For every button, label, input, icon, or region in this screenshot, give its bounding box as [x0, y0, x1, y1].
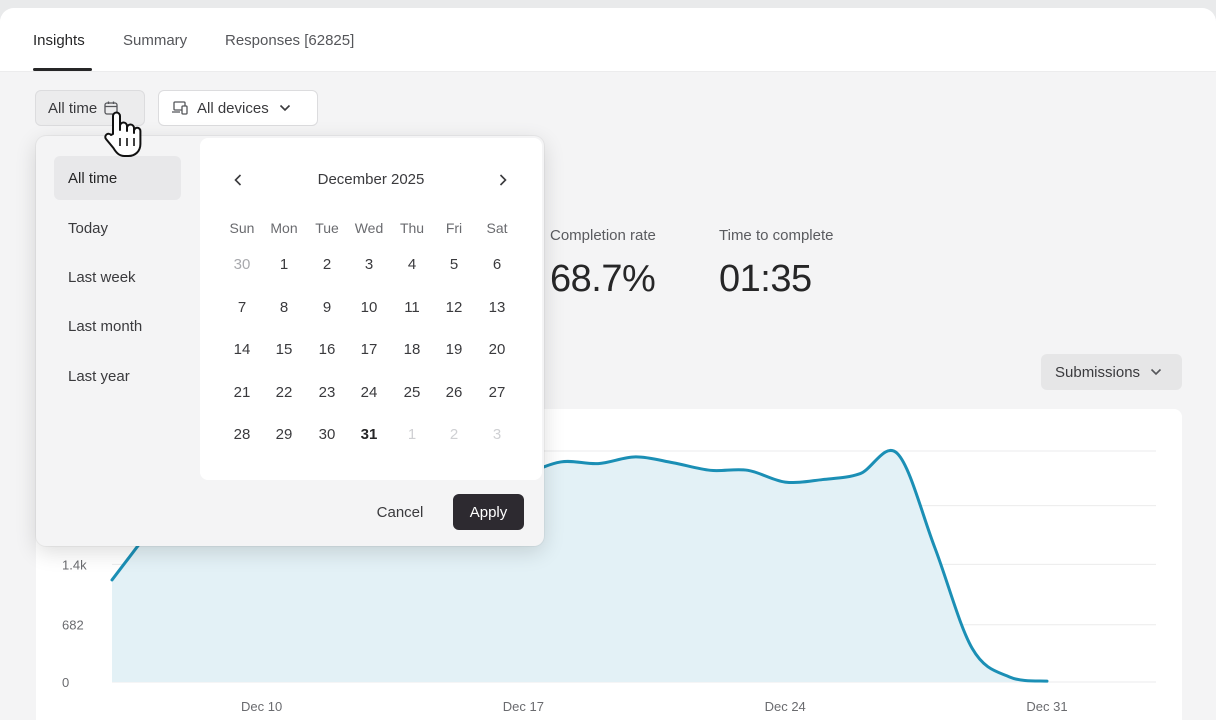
calendar-day[interactable]: 2 — [449, 426, 459, 443]
chevron-right-icon — [499, 174, 507, 186]
calendar-month-title: December 2025 — [317, 171, 425, 188]
date-range-label: All time — [48, 99, 98, 117]
calendar-day[interactable]: 26 — [445, 383, 463, 401]
calendar-day[interactable]: 8 — [279, 298, 289, 316]
tab-summary[interactable]: Summary — [123, 32, 188, 49]
calendar-day[interactable]: 5 — [449, 256, 459, 273]
cancel-button[interactable]: Cancel — [376, 503, 424, 521]
preset-last-week[interactable]: Last week — [68, 268, 136, 286]
calendar-day[interactable]: 4 — [407, 256, 417, 273]
calendar-day[interactable]: 11 — [404, 298, 420, 316]
apply-button[interactable]: Apply — [453, 494, 524, 530]
preset-today[interactable]: Today — [68, 219, 109, 237]
x-tick-label: Dec 31 — [1026, 699, 1067, 714]
calendar-day[interactable]: 27 — [488, 383, 506, 401]
weekday-label: Sun — [229, 220, 255, 236]
chart-metric-select[interactable]: Submissions — [1041, 354, 1182, 390]
metric-label: Time to complete — [719, 227, 834, 244]
chevron-down-icon — [1150, 368, 1162, 376]
preset-all-time[interactable]: All time — [54, 156, 181, 200]
calendar-day[interactable]: 29 — [275, 426, 293, 443]
y-tick-label: 1.4k — [62, 557, 87, 572]
y-tick-label: 682 — [62, 618, 84, 633]
calendar-day[interactable]: 15 — [275, 341, 293, 358]
calendar-day[interactable]: 6 — [492, 256, 502, 273]
calendar-day[interactable]: 1 — [279, 256, 289, 273]
weekday-label: Wed — [354, 220, 384, 236]
calendar-day[interactable]: 1 — [407, 426, 417, 443]
calendar-day[interactable]: 21 — [233, 383, 251, 401]
calendar-day[interactable]: 3 — [364, 256, 374, 273]
active-tab-indicator — [33, 68, 92, 71]
chart-metric-label: Submissions — [1055, 363, 1141, 381]
weekday-label: Fri — [445, 220, 463, 236]
completion-rate-metric: Completion rate 68.7% — [550, 227, 656, 301]
calendar-day[interactable]: 3 — [492, 426, 502, 443]
time-to-complete-metric: Time to complete 01:35 — [719, 227, 834, 301]
calendar-day[interactable]: 19 — [445, 341, 463, 358]
prev-month-button[interactable] — [228, 170, 248, 190]
x-tick-label: Dec 10 — [241, 699, 282, 714]
x-tick-label: Dec 17 — [503, 699, 544, 714]
calendar-day[interactable]: 14 — [233, 341, 251, 358]
calendar-day[interactable]: 30 — [318, 426, 336, 443]
calendar-day[interactable]: 23 — [318, 383, 336, 401]
calendar-day[interactable]: 30 — [233, 256, 251, 273]
device-filter-label: All devices — [197, 99, 269, 117]
chevron-left-icon — [234, 174, 242, 186]
preset-last-month[interactable]: Last month — [68, 317, 143, 335]
devices-icon — [171, 100, 189, 116]
calendar-day[interactable]: 28 — [233, 426, 251, 443]
calendar: December 2025 Sun Mon Tue Wed Thu Fri Sat 30 1 2 3… — [200, 138, 542, 480]
calendar-day[interactable]: 10 — [360, 298, 378, 316]
app-window: Insights Summary Responses [62825] All t… — [0, 8, 1216, 720]
weekday-label: Tue — [315, 220, 339, 236]
weekday-label: Thu — [399, 220, 425, 236]
calendar-day[interactable]: 31 — [360, 426, 378, 443]
weekday-label: Mon — [270, 220, 298, 236]
calendar-day[interactable]: 7 — [237, 298, 247, 316]
calendar-day[interactable]: 2 — [322, 256, 332, 273]
calendar-day[interactable]: 13 — [488, 298, 506, 316]
calendar-day[interactable]: 16 — [318, 341, 336, 358]
calendar-icon — [103, 100, 119, 116]
chevron-down-icon — [279, 104, 291, 112]
metric-label: Completion rate — [550, 227, 656, 244]
date-range-popover: All time Today Last week Last month Last… — [36, 136, 544, 546]
device-filter-button[interactable]: All devices — [158, 90, 318, 126]
weekday-label: Sat — [486, 220, 508, 236]
metric-value: 68.7% — [550, 258, 656, 300]
preset-last-year[interactable]: Last year — [68, 367, 130, 385]
x-tick-label: Dec 24 — [765, 699, 806, 714]
tab-insights[interactable]: Insights — [33, 32, 85, 49]
next-month-button[interactable] — [493, 170, 513, 190]
calendar-day[interactable]: 25 — [403, 383, 421, 401]
metric-value: 01:35 — [719, 258, 812, 300]
calendar-day[interactable]: 22 — [275, 383, 293, 401]
calendar-day[interactable]: 12 — [445, 298, 463, 316]
calendar-day[interactable]: 24 — [360, 383, 378, 401]
date-range-button[interactable]: All time — [35, 90, 145, 126]
top-tab-bar: Insights Summary Responses [62825] — [0, 8, 1216, 72]
calendar-day[interactable]: 17 — [360, 341, 378, 358]
tab-responses[interactable]: Responses [62825] — [225, 32, 355, 49]
calendar-day[interactable]: 18 — [403, 341, 421, 358]
calendar-day[interactable]: 9 — [322, 298, 332, 316]
y-tick-label: 0 — [62, 675, 69, 690]
calendar-day[interactable]: 20 — [488, 341, 506, 358]
